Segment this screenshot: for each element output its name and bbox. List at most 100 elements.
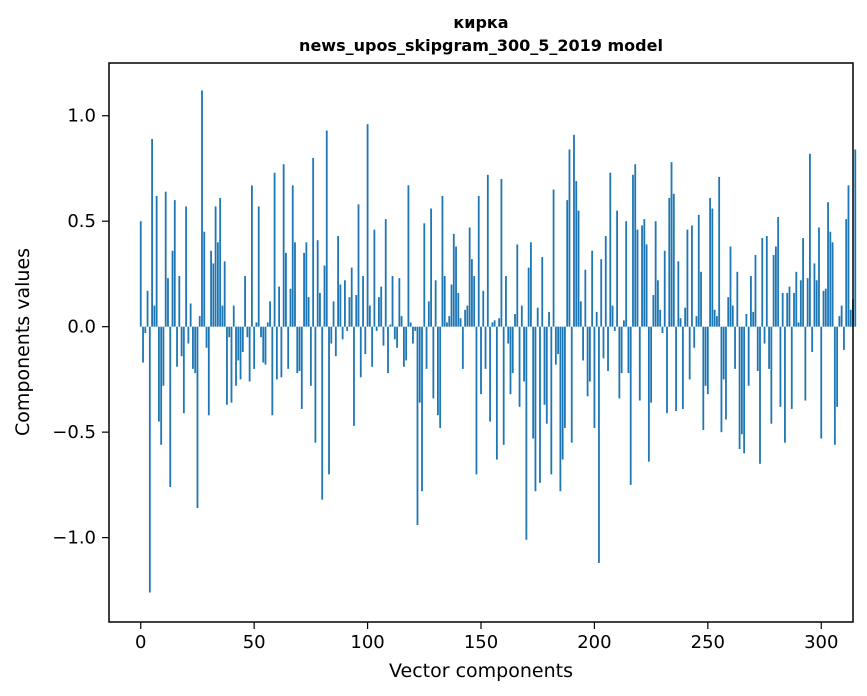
bar-component-163: [509, 326, 512, 395]
bar-component-29: [205, 326, 208, 348]
bar-component-177: [541, 257, 544, 327]
x-axis-label: Vector components: [389, 660, 573, 682]
bar-component-49: [251, 185, 253, 327]
bar-component-19: [182, 326, 185, 414]
bar-component-159: [500, 179, 503, 327]
bar-component-2: [144, 326, 147, 334]
bar-component-132: [439, 326, 442, 428]
chart-title-word: кирка: [453, 13, 508, 32]
bar-component-121: [414, 326, 417, 331]
bar-component-11: [164, 191, 167, 327]
bar-component-193: [577, 210, 580, 327]
x-tick-label: 200: [577, 632, 611, 653]
bar-component-208: [611, 305, 614, 327]
bar-component-118: [407, 185, 410, 327]
bar-component-212: [620, 326, 623, 374]
bar-component-6: [153, 305, 156, 327]
x-tick-label: 150: [464, 632, 498, 653]
bar-component-185: [559, 326, 562, 492]
bar-component-34: [216, 242, 219, 327]
bar-component-130: [434, 280, 437, 327]
bar-component-60: [275, 326, 278, 380]
bar-component-268: [747, 326, 750, 386]
bar-component-207: [609, 172, 612, 327]
bar-component-233: [668, 198, 671, 327]
bar-component-47: [246, 326, 249, 338]
bar-component-33: [214, 206, 217, 327]
bar-component-206: [607, 326, 609, 371]
x-tick-label: 50: [243, 632, 266, 653]
bar-component-125: [423, 223, 426, 327]
bar-component-161: [505, 276, 507, 327]
bar-component-59: [273, 172, 276, 327]
bar-component-12: [167, 278, 169, 327]
bar-component-117: [405, 326, 408, 361]
bar-component-57: [269, 301, 271, 327]
bar-component-109: [387, 326, 389, 374]
bar-component-30: [207, 326, 210, 416]
bar-component-293: [804, 326, 807, 401]
bar-component-260: [729, 246, 732, 327]
bar-component-198: [588, 326, 591, 382]
bar-component-214: [625, 221, 628, 327]
bar-component-306: [833, 326, 836, 445]
bar-component-189: [568, 149, 571, 327]
bar-component-41: [232, 305, 235, 327]
bar-component-310: [843, 326, 845, 350]
bar-component-17: [178, 276, 181, 327]
bar-component-96: [357, 204, 360, 327]
bar-component-3: [146, 290, 149, 327]
bar-component-63: [282, 164, 285, 327]
bar-component-181: [550, 326, 553, 475]
bar-component-146: [471, 259, 473, 327]
bar-component-269: [750, 276, 752, 327]
bar-component-263: [736, 271, 739, 327]
bar-component-292: [802, 238, 804, 327]
bar-component-295: [809, 153, 811, 327]
bar-component-108: [384, 219, 387, 327]
bar-component-220: [638, 326, 641, 401]
bar-component-308: [838, 316, 841, 327]
bar-component-79: [319, 292, 321, 327]
bar-component-31: [210, 250, 212, 327]
bar-component-51: [255, 322, 258, 327]
bar-component-225: [650, 326, 653, 403]
bar-component-127: [427, 301, 430, 327]
x-tick-label: 250: [691, 632, 725, 653]
bar-component-156: [493, 320, 496, 327]
bar-component-252: [711, 208, 714, 327]
bar-component-244: [693, 326, 696, 348]
bar-component-298: [815, 280, 818, 327]
bar-component-83: [328, 326, 330, 475]
bar-component-278: [770, 326, 773, 424]
bar-component-157: [495, 326, 498, 460]
bar-component-267: [745, 314, 748, 327]
bar-component-4: [148, 326, 151, 593]
bar-component-227: [654, 221, 657, 327]
bar-component-176: [539, 326, 541, 483]
bar-component-264: [738, 326, 741, 450]
bar-component-92: [348, 297, 351, 327]
bar-component-15: [173, 200, 176, 327]
bar-component-270: [752, 311, 755, 327]
bar-component-273: [759, 326, 761, 464]
bar-component-76: [312, 157, 315, 327]
bar-component-179: [545, 326, 548, 424]
bar-component-35: [219, 198, 222, 327]
bar-component-65: [287, 326, 290, 369]
bar-component-111: [391, 276, 394, 327]
bar-component-171: [527, 267, 530, 327]
bar-component-10: [162, 326, 165, 386]
y-tick-label: −1.0: [52, 528, 96, 549]
bar-component-56: [266, 322, 269, 327]
x-tick-label: 300: [804, 632, 838, 653]
bar-component-126: [425, 326, 428, 369]
bar-component-243: [691, 225, 693, 327]
bar-component-138: [452, 233, 455, 327]
bar-component-191: [573, 134, 575, 327]
bar-component-276: [765, 235, 768, 327]
bar-component-61: [278, 286, 281, 327]
bar-component-119: [409, 322, 412, 327]
bar-component-143: [464, 309, 467, 327]
bar-component-216: [629, 326, 632, 485]
